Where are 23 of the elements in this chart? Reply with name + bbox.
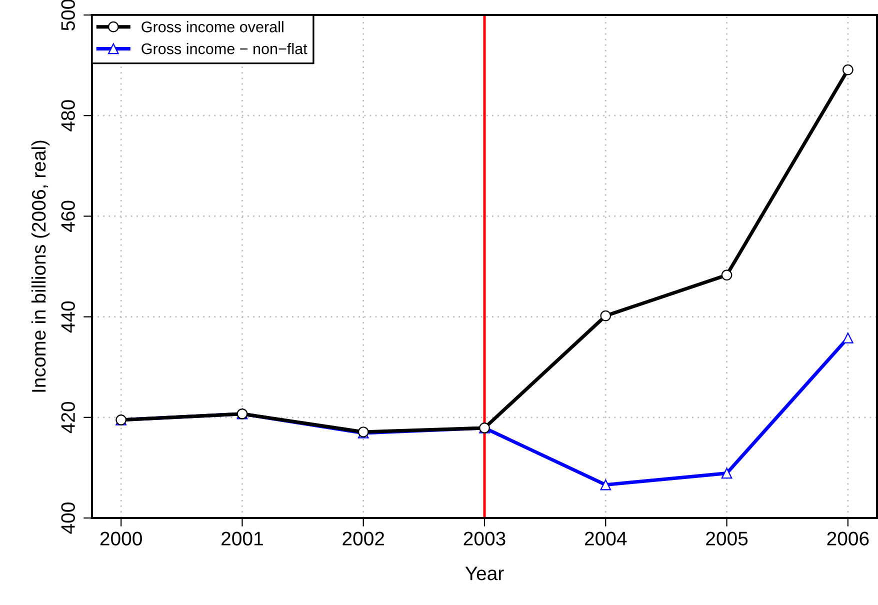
- legend-label: Gross income overall: [142, 21, 284, 32]
- x-tick-label: 2005: [706, 532, 748, 546]
- y-tick-label: 480: [61, 100, 75, 132]
- x-tick-label: 2002: [342, 532, 384, 546]
- x-tick-label: 2001: [222, 532, 263, 546]
- point: [600, 479, 612, 490]
- point: [721, 468, 732, 479]
- y-tick-label: 460: [61, 200, 75, 232]
- x-tick-label: 2004: [584, 532, 627, 546]
- x-axis-title: Year: [465, 566, 504, 580]
- y-tick-label: 500: [61, 0, 75, 30]
- point: [721, 270, 732, 280]
- point: [600, 310, 612, 322]
- x-tick-label: 2006: [827, 532, 869, 546]
- point: [842, 64, 854, 76]
- legend-label: Gross income − non−flat: [142, 42, 308, 54]
- x-tick-label: 2000: [100, 532, 142, 546]
- y-tick-label: 420: [61, 402, 75, 434]
- point: [842, 332, 854, 344]
- y-tick-label: 440: [61, 301, 75, 333]
- x-tick-label: 2003: [464, 532, 506, 546]
- y-axis-title: Income in billions (2006, real): [31, 140, 50, 392]
- y-tick-label: 400: [61, 502, 75, 534]
